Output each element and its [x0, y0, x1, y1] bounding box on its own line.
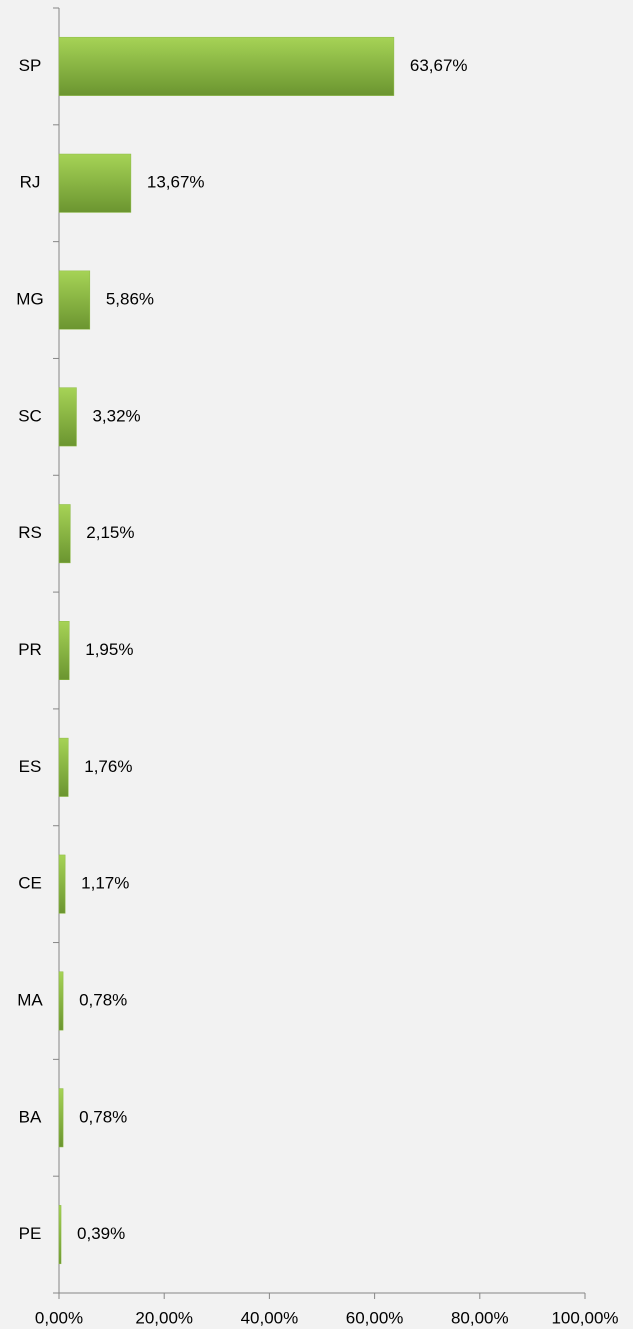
y-tick-label: BA	[19, 1107, 42, 1126]
bar	[58, 1088, 64, 1148]
y-tick-label: PR	[18, 640, 42, 659]
data-label: 1,95%	[85, 640, 133, 659]
y-tick-label: PE	[19, 1224, 42, 1243]
data-label: 3,32%	[92, 406, 140, 425]
y-tick-label: CE	[18, 874, 42, 893]
x-tick-label: 40,00%	[241, 1308, 299, 1327]
y-tick-label: ES	[19, 757, 42, 776]
data-label: 2,15%	[86, 523, 134, 542]
bar	[58, 621, 70, 680]
data-label: 63,67%	[410, 56, 468, 75]
y-tick-label: SP	[19, 56, 42, 75]
y-tick-label: SC	[18, 406, 42, 425]
bar	[58, 1205, 62, 1265]
y-tick-label: MA	[17, 990, 43, 1009]
bar	[58, 36, 395, 96]
y-tick-label: MG	[16, 290, 43, 309]
data-label: 1,76%	[84, 757, 132, 776]
x-tick-label: 100,00%	[551, 1308, 618, 1327]
data-label: 0,39%	[77, 1224, 125, 1243]
data-label: 13,67%	[147, 173, 205, 192]
y-tick-label: RS	[18, 523, 42, 542]
x-tick-label: 60,00%	[346, 1308, 404, 1327]
x-tick-label: 80,00%	[451, 1308, 509, 1327]
bar	[58, 387, 77, 447]
x-tick-label: 0,00%	[35, 1308, 83, 1327]
data-label: 1,17%	[81, 874, 129, 893]
data-label: 5,86%	[106, 290, 154, 309]
data-label: 0,78%	[79, 990, 127, 1009]
bar	[58, 971, 64, 1031]
bar	[58, 153, 132, 213]
bar	[58, 737, 69, 797]
bar	[58, 854, 66, 914]
bar	[58, 504, 71, 564]
x-tick-label: 20,00%	[135, 1308, 193, 1327]
bar	[58, 270, 91, 330]
y-tick-label: RJ	[20, 173, 41, 192]
data-label: 0,78%	[79, 1107, 127, 1126]
